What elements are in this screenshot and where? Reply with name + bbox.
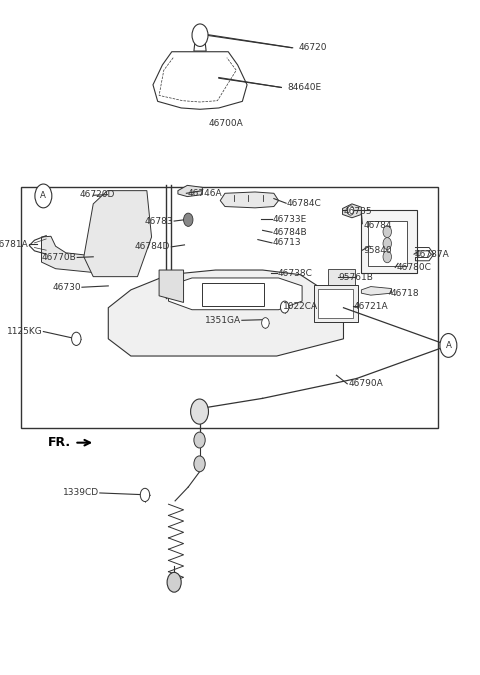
Text: A: A (445, 341, 451, 350)
Text: 46783: 46783 (144, 217, 173, 225)
Circle shape (347, 206, 354, 215)
Text: 46700A: 46700A (208, 119, 243, 128)
Polygon shape (41, 236, 95, 273)
FancyBboxPatch shape (21, 187, 438, 428)
Circle shape (383, 251, 392, 263)
Circle shape (191, 399, 208, 424)
Text: 46720: 46720 (299, 43, 327, 52)
Text: 46746A: 46746A (187, 189, 222, 198)
Polygon shape (194, 38, 206, 51)
Text: 46730: 46730 (52, 283, 81, 292)
Text: 95761B: 95761B (339, 273, 373, 281)
Circle shape (383, 238, 392, 250)
FancyBboxPatch shape (361, 211, 417, 273)
Circle shape (72, 332, 81, 346)
Text: 95840: 95840 (363, 246, 392, 254)
Text: FR.: FR. (48, 436, 71, 449)
Text: 46735: 46735 (344, 207, 372, 215)
Circle shape (183, 213, 193, 226)
Text: 46780C: 46780C (396, 263, 431, 272)
Text: 46787A: 46787A (415, 250, 450, 259)
Text: 1125KG: 1125KG (7, 327, 42, 336)
Text: 46784: 46784 (363, 221, 392, 230)
Polygon shape (220, 192, 278, 208)
FancyBboxPatch shape (318, 289, 353, 318)
Text: 84640E: 84640E (287, 83, 321, 92)
Circle shape (192, 24, 208, 47)
Polygon shape (343, 204, 361, 218)
Text: 46720D: 46720D (79, 190, 115, 199)
Polygon shape (153, 52, 247, 109)
Polygon shape (108, 270, 344, 356)
Text: 1351GA: 1351GA (205, 316, 241, 325)
Polygon shape (168, 278, 302, 310)
Circle shape (440, 333, 457, 357)
Text: 1339CD: 1339CD (63, 489, 99, 497)
Circle shape (280, 301, 289, 313)
Polygon shape (84, 190, 152, 277)
Polygon shape (361, 287, 392, 295)
Text: 1022CA: 1022CA (283, 302, 318, 311)
Text: 46718: 46718 (391, 290, 419, 298)
Polygon shape (178, 186, 203, 196)
Text: 46784C: 46784C (287, 198, 322, 208)
Text: A: A (40, 192, 46, 200)
Circle shape (35, 184, 52, 208)
Circle shape (194, 456, 205, 472)
Circle shape (383, 225, 392, 238)
Circle shape (262, 318, 269, 328)
Text: 46790A: 46790A (348, 379, 383, 388)
Text: 46784B: 46784B (273, 228, 308, 237)
FancyBboxPatch shape (368, 221, 407, 266)
Text: 46781A: 46781A (0, 240, 28, 248)
Circle shape (140, 488, 150, 502)
Text: 46733E: 46733E (273, 215, 307, 223)
Text: 46784D: 46784D (135, 242, 170, 251)
Circle shape (194, 432, 205, 448)
Polygon shape (159, 270, 183, 302)
Text: 46721A: 46721A (354, 302, 388, 311)
FancyBboxPatch shape (328, 269, 355, 287)
FancyBboxPatch shape (314, 285, 358, 321)
Text: 46738C: 46738C (277, 269, 312, 278)
FancyBboxPatch shape (203, 283, 264, 306)
Circle shape (167, 572, 181, 592)
Text: 46713: 46713 (273, 238, 301, 248)
Text: 46770B: 46770B (42, 253, 76, 262)
